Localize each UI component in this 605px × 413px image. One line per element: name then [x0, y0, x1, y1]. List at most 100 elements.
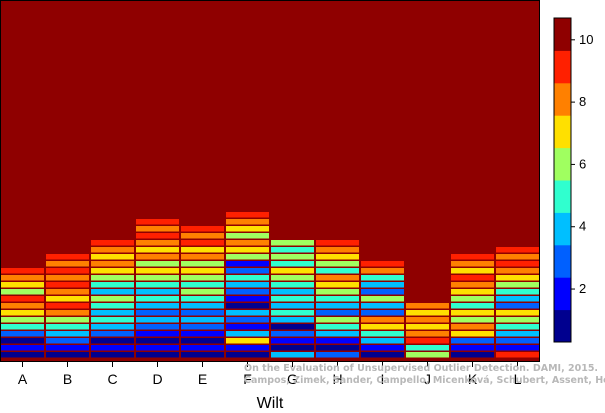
heat-cell-C-4 — [91, 324, 134, 330]
heat-cell-B-4 — [46, 324, 89, 330]
colorbar-segment-1 — [554, 277, 571, 311]
heat-cell-H-9 — [316, 289, 359, 295]
heat-cell-J-1 — [406, 345, 449, 351]
heat-cell-D-17 — [136, 233, 179, 239]
heat-cell-G-2 — [271, 338, 314, 344]
x-tick-label-H: H — [332, 371, 342, 387]
heat-cell-F-3 — [226, 331, 269, 337]
heat-cell-J-3 — [406, 331, 449, 337]
watermark-line2: Campos, Zimek, Sander, Campello, Micenko… — [244, 375, 605, 386]
heat-cell-B-5 — [46, 317, 89, 323]
heat-cell-E-5 — [181, 317, 224, 323]
heat-cell-I-13 — [361, 261, 404, 267]
heat-cell-D-3 — [136, 331, 179, 337]
heat-cell-H-1 — [316, 345, 359, 351]
heat-cell-K-14 — [451, 254, 494, 260]
heat-cell-L-15 — [496, 247, 539, 253]
heat-cell-G-10 — [271, 282, 314, 288]
heat-cell-I-10 — [361, 282, 404, 288]
colorbar-frame — [553, 17, 572, 343]
heat-cell-D-5 — [136, 317, 179, 323]
heatmap-cells — [1, 212, 539, 358]
heat-cell-H-16 — [316, 240, 359, 246]
heat-cell-F-2 — [226, 338, 269, 344]
x-tick-label-J: J — [424, 371, 431, 387]
x-axis: A B C D E F G H I J K L — [18, 362, 522, 387]
heat-cell-A-11 — [1, 275, 44, 281]
heat-cell-H-5 — [316, 317, 359, 323]
colorbar-tick-label-8: 8 — [579, 94, 586, 109]
heat-cell-G-4 — [271, 324, 314, 330]
heat-cell-D-19 — [136, 219, 179, 225]
heat-cell-C-13 — [91, 261, 134, 267]
heat-cell-C-0 — [91, 352, 134, 358]
heat-cell-F-20 — [226, 212, 269, 218]
heat-cell-A-6 — [1, 310, 44, 316]
heat-cell-E-16 — [181, 240, 224, 246]
heat-cell-G-3 — [271, 331, 314, 337]
heat-cell-J-7 — [406, 303, 449, 309]
heat-cell-F-12 — [226, 268, 269, 274]
x-tick-label-B: B — [63, 371, 72, 387]
heat-cell-F-6 — [226, 310, 269, 316]
heat-cell-I-1 — [361, 345, 404, 351]
heat-cell-C-11 — [91, 275, 134, 281]
heat-cell-L-7 — [496, 303, 539, 309]
colorbar-segment-6 — [554, 115, 571, 149]
heat-cell-A-10 — [1, 282, 44, 288]
heat-cell-C-10 — [91, 282, 134, 288]
heat-cell-F-5 — [226, 317, 269, 323]
heat-cell-K-10 — [451, 282, 494, 288]
heat-cell-J-4 — [406, 324, 449, 330]
heat-cell-F-13 — [226, 261, 269, 267]
heat-cell-K-1 — [451, 345, 494, 351]
heat-cell-K-4 — [451, 324, 494, 330]
heat-cell-F-8 — [226, 296, 269, 302]
plot-background — [0, 0, 540, 362]
heat-cell-E-14 — [181, 254, 224, 260]
heat-cell-C-2 — [91, 338, 134, 344]
heat-cell-D-11 — [136, 275, 179, 281]
heat-cell-L-9 — [496, 289, 539, 295]
heat-cell-L-4 — [496, 324, 539, 330]
heat-cell-G-5 — [271, 317, 314, 323]
heat-cell-K-7 — [451, 303, 494, 309]
heat-cell-E-1 — [181, 345, 224, 351]
heat-cell-A-1 — [1, 345, 44, 351]
colorbar-tick-label-10: 10 — [579, 32, 593, 47]
heat-cell-E-18 — [181, 226, 224, 232]
heat-cell-J-5 — [406, 317, 449, 323]
heat-cell-B-3 — [46, 331, 89, 337]
heat-cell-F-11 — [226, 275, 269, 281]
heat-cell-L-2 — [496, 338, 539, 344]
heat-cell-L-5 — [496, 317, 539, 323]
heat-cell-A-12 — [1, 268, 44, 274]
heat-cell-G-11 — [271, 275, 314, 281]
x-tick-label-I: I — [381, 371, 385, 387]
heat-cell-J-6 — [406, 310, 449, 316]
heat-cell-K-8 — [451, 296, 494, 302]
heat-cell-K-12 — [451, 268, 494, 274]
heat-cell-B-10 — [46, 282, 89, 288]
heat-cell-D-0 — [136, 352, 179, 358]
heat-cell-F-10 — [226, 282, 269, 288]
heat-cell-G-1 — [271, 345, 314, 351]
colorbar-tick-label-2: 2 — [579, 281, 586, 296]
heat-cell-L-10 — [496, 282, 539, 288]
heat-cell-A-3 — [1, 331, 44, 337]
heat-cell-E-9 — [181, 289, 224, 295]
heat-cell-C-12 — [91, 268, 134, 274]
x-tick-label-K: K — [468, 371, 478, 387]
heat-cell-B-7 — [46, 303, 89, 309]
heat-cell-L-3 — [496, 331, 539, 337]
heat-cell-I-11 — [361, 275, 404, 281]
heat-cell-D-15 — [136, 247, 179, 253]
heat-cell-L-11 — [496, 275, 539, 281]
heat-cell-D-14 — [136, 254, 179, 260]
x-tick-label-L: L — [514, 371, 522, 387]
heat-cell-B-0 — [46, 352, 89, 358]
heat-cell-E-11 — [181, 275, 224, 281]
heat-cell-F-18 — [226, 226, 269, 232]
heat-cell-C-16 — [91, 240, 134, 246]
heat-cell-A-7 — [1, 303, 44, 309]
